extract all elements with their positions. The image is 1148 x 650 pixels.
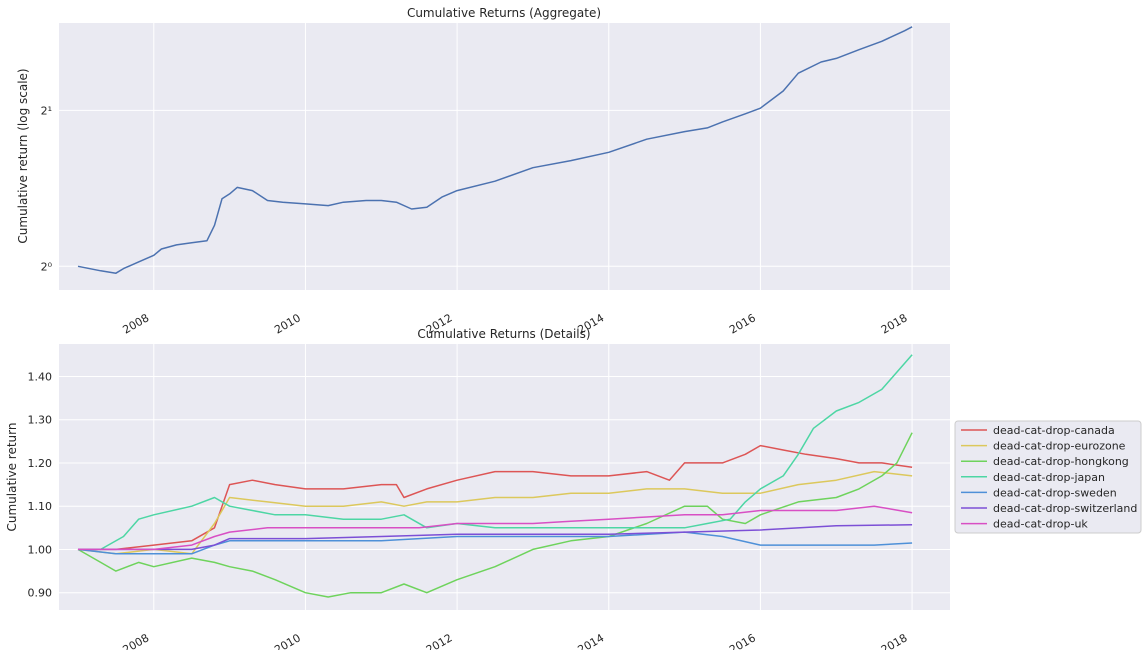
legend-label-dead-cat-drop-hongkong: dead-cat-drop-hongkong [993,455,1129,468]
series-line-dead-cat-drop-hongkong [77,432,913,598]
aggregate-series-line [77,26,913,274]
aggregate-y-tick-label: 2¹ [41,104,52,117]
details-y-tick-label: 1.40 [28,370,53,383]
details-gridlines [59,344,950,610]
legend-label-dead-cat-drop-sweden: dead-cat-drop-sweden [993,486,1117,499]
details-x-tick-label: 2012 [424,631,455,650]
aggregate-y-tick-label: 2⁰ [41,260,53,273]
legend-label-dead-cat-drop-japan: dead-cat-drop-japan [993,471,1105,484]
details-series [77,354,913,598]
aggregate-gridlines [59,23,950,290]
series-line-dead-cat-drop-japan [78,354,913,551]
details-x-ticks: 2008 2010 2012 2014 2016 2018 [121,631,910,650]
details-chart-title: Cumulative Returns (Details) [417,327,590,341]
details-x-tick-label: 2014 [576,631,607,650]
details-y-tick-label: 1.20 [28,457,53,470]
series-line-dead-cat-drop-switzerland [78,524,913,551]
details-x-tick-label: 2018 [879,631,910,650]
details-x-tick-label: 2016 [727,631,758,650]
aggregate-x-tick-label: 2008 [121,311,152,336]
details-chart: 2008 2010 2012 2014 2016 2018 0.90 1.00 1.10 1.2… [5,327,950,650]
legend-label-dead-cat-drop-switzerland: dead-cat-drop-switzerland [993,502,1137,515]
details-x-tick-label: 2010 [272,631,303,650]
aggregate-plot-area [59,23,950,290]
details-legend: dead-cat-drop-canada dead-cat-drop-eurozo… [954,420,1142,534]
details-y-tick-label: 1.00 [28,543,53,556]
legend-label-dead-cat-drop-uk: dead-cat-drop-uk [993,518,1088,531]
series-line-dead-cat-drop-uk [78,505,913,551]
aggregate-x-tick-label: 2016 [727,311,758,336]
details-plot-area [59,344,950,610]
details-y-tick-label: 1.10 [28,500,53,513]
series-line-dead-cat-drop-canada [78,444,913,551]
details-y-ticks: 0.90 1.00 1.10 1.20 1.30 1.40 [28,370,53,599]
series-line-dead-cat-drop-sweden [77,531,913,555]
legend-items: dead-cat-drop-canada dead-cat-drop-eurozo… [961,424,1137,531]
aggregate-y-axis-label: Cumulative return (log scale) [16,68,30,243]
legend-label-dead-cat-drop-eurozone: dead-cat-drop-eurozone [993,440,1126,453]
series-line-dead-cat-drop-eurozone [77,470,913,555]
aggregate-x-tick-label: 2010 [272,311,303,336]
details-x-tick-label: 2008 [121,631,152,650]
details-y-tick-label: 1.30 [28,414,53,427]
details-y-tick-label: 0.90 [28,587,53,600]
legend-label-dead-cat-drop-canada: dead-cat-drop-canada [993,424,1115,437]
legend-box [954,420,1142,534]
aggregate-x-tick-label: 2018 [879,311,910,336]
details-y-axis-label: Cumulative return [5,423,19,532]
aggregate-series [77,26,913,274]
aggregate-chart-title: Cumulative Returns (Aggregate) [407,6,601,20]
aggregate-y-ticks: 2⁰ 2¹ [41,104,53,273]
